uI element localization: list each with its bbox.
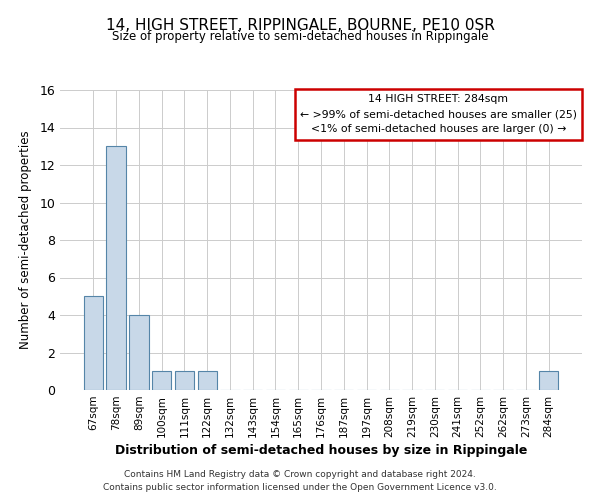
Bar bbox=[129, 315, 149, 390]
Text: 14 HIGH STREET: 284sqm
← >99% of semi-detached houses are smaller (25)
<1% of se: 14 HIGH STREET: 284sqm ← >99% of semi-de… bbox=[300, 94, 577, 134]
Y-axis label: Number of semi-detached properties: Number of semi-detached properties bbox=[19, 130, 32, 350]
Bar bbox=[106, 146, 126, 390]
Text: Contains HM Land Registry data © Crown copyright and database right 2024.
Contai: Contains HM Land Registry data © Crown c… bbox=[103, 470, 497, 492]
Bar bbox=[539, 371, 558, 390]
X-axis label: Distribution of semi-detached houses by size in Rippingale: Distribution of semi-detached houses by … bbox=[115, 444, 527, 457]
Text: Size of property relative to semi-detached houses in Rippingale: Size of property relative to semi-detach… bbox=[112, 30, 488, 43]
Bar bbox=[84, 296, 103, 390]
Text: 14, HIGH STREET, RIPPINGALE, BOURNE, PE10 0SR: 14, HIGH STREET, RIPPINGALE, BOURNE, PE1… bbox=[106, 18, 494, 32]
Bar bbox=[175, 371, 194, 390]
Bar bbox=[197, 371, 217, 390]
Bar bbox=[152, 371, 172, 390]
